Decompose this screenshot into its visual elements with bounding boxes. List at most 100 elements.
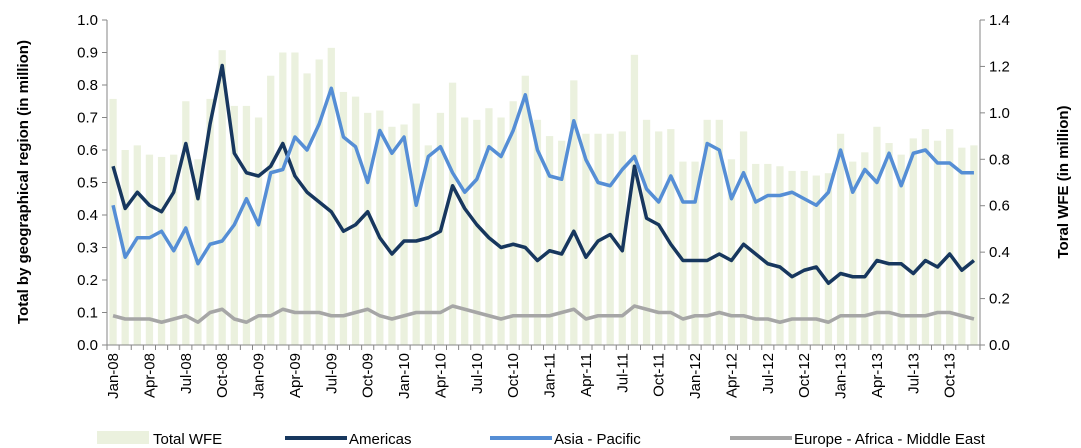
- bar: [303, 73, 311, 346]
- bar: [545, 136, 554, 345]
- bar: [691, 161, 699, 345]
- bar: [473, 119, 481, 345]
- x-tick-label: Jul-09: [323, 353, 340, 394]
- y-tick-label: 0.0: [77, 337, 98, 354]
- bar: [194, 159, 202, 345]
- y2-tick-label: 0.4: [989, 244, 1010, 261]
- bar: [849, 161, 857, 345]
- bar: [521, 75, 529, 345]
- y-tick-label: 0.6: [77, 142, 98, 159]
- x-tick-label: Jan-13: [833, 353, 850, 399]
- legend-label: Europe - Africa - Middle East: [794, 431, 986, 448]
- bar: [812, 175, 820, 345]
- bar: [630, 54, 639, 345]
- y-tick-label: 0.3: [77, 240, 98, 257]
- bar: [388, 126, 396, 346]
- bar: [133, 145, 141, 345]
- bar: [400, 124, 408, 345]
- y2-tick-label: 1.2: [989, 58, 1010, 75]
- x-tick-label: Oct-11: [651, 353, 668, 397]
- y-tick-label: 0.5: [77, 175, 98, 192]
- x-tick-label: Oct-13: [942, 353, 959, 398]
- bar: [679, 161, 687, 345]
- x-tick-label: Jan-09: [251, 353, 268, 399]
- bar: [485, 108, 493, 345]
- y-tick-label: 0.2: [77, 272, 98, 289]
- y-tick-label: 0.8: [77, 77, 98, 94]
- bar: [885, 143, 893, 345]
- bar: [412, 103, 420, 345]
- bar: [109, 98, 117, 345]
- line-series: [111, 86, 974, 266]
- line-layer: [111, 63, 976, 324]
- bar: [606, 133, 614, 345]
- bar: [206, 98, 214, 345]
- y2-axis-label-text: Toral WFE (in million): [1055, 105, 1072, 258]
- bar: [897, 154, 905, 345]
- bar: [776, 166, 784, 345]
- x-tick-label: Jul-10: [469, 353, 486, 394]
- bar: [327, 47, 335, 345]
- bar: [958, 147, 966, 345]
- x-tick-label: Oct-10: [505, 353, 522, 398]
- y2-tick-label: 0.0: [989, 337, 1010, 354]
- legend-label: Americas: [349, 431, 412, 448]
- y2-axis-label: Toral WFE (in million): [1055, 105, 1072, 258]
- bar: [145, 154, 154, 345]
- y2-tick-label: 0.8: [989, 151, 1010, 168]
- y-axis-label-text: Total by geographical region (in million…: [15, 40, 32, 324]
- bar: [157, 156, 166, 345]
- bar: [642, 119, 651, 345]
- bar: [836, 133, 845, 345]
- y-tick-label: 0.7: [77, 110, 98, 127]
- bar-layer: [109, 47, 978, 346]
- bar: [727, 159, 736, 345]
- bar: [788, 170, 796, 345]
- x-tick-label: Jan-08: [105, 353, 122, 399]
- x-tick-label: Oct-08: [214, 353, 231, 398]
- bar: [242, 105, 251, 346]
- y-tick-label: 0.9: [77, 45, 98, 62]
- x-tick-label: Jul-11: [614, 353, 631, 393]
- y-tick-label: 0.1: [77, 305, 98, 322]
- bar: [800, 170, 808, 345]
- x-tick-label: Apr-12: [723, 353, 740, 398]
- bar: [873, 126, 881, 346]
- bar: [291, 52, 299, 345]
- bar: [921, 129, 930, 345]
- bar: [582, 133, 590, 345]
- x-tick-label: Apr-11: [578, 353, 595, 397]
- bar: [279, 52, 287, 345]
- bar: [861, 152, 869, 345]
- bar: [509, 101, 517, 345]
- y2-tick-label: 1.0: [989, 105, 1010, 122]
- bar: [703, 119, 711, 345]
- y2-tick-label: 1.4: [989, 12, 1010, 29]
- y-tick-label: 0.4: [77, 207, 98, 224]
- bar: [254, 117, 263, 345]
- x-tick-label: Jul-12: [760, 353, 777, 394]
- line-series: [111, 63, 976, 285]
- line-series: [112, 304, 975, 324]
- x-tick-label: Apr-10: [432, 353, 449, 398]
- x-tick-label: Apr-08: [141, 353, 158, 398]
- x-tick-label: Apr-13: [869, 353, 886, 398]
- x-tick-label: Oct-12: [796, 353, 813, 398]
- bar: [667, 129, 675, 345]
- bar: [461, 117, 469, 345]
- legend-swatch: [97, 431, 149, 444]
- x-tick-label: Apr-09: [287, 353, 304, 398]
- x-tick-label: Oct-09: [360, 353, 377, 398]
- bar: [351, 96, 360, 345]
- bar: [764, 163, 772, 345]
- bar: [946, 129, 954, 345]
- x-tick-label: Jan-10: [396, 353, 413, 399]
- bar: [570, 80, 578, 345]
- bar: [933, 140, 942, 345]
- bar: [655, 131, 663, 345]
- y2-tick-label: 0.6: [989, 198, 1010, 215]
- bar: [376, 110, 384, 346]
- bar: [497, 117, 505, 345]
- bar: [121, 150, 129, 345]
- y-tick-label: 1.0: [77, 12, 98, 29]
